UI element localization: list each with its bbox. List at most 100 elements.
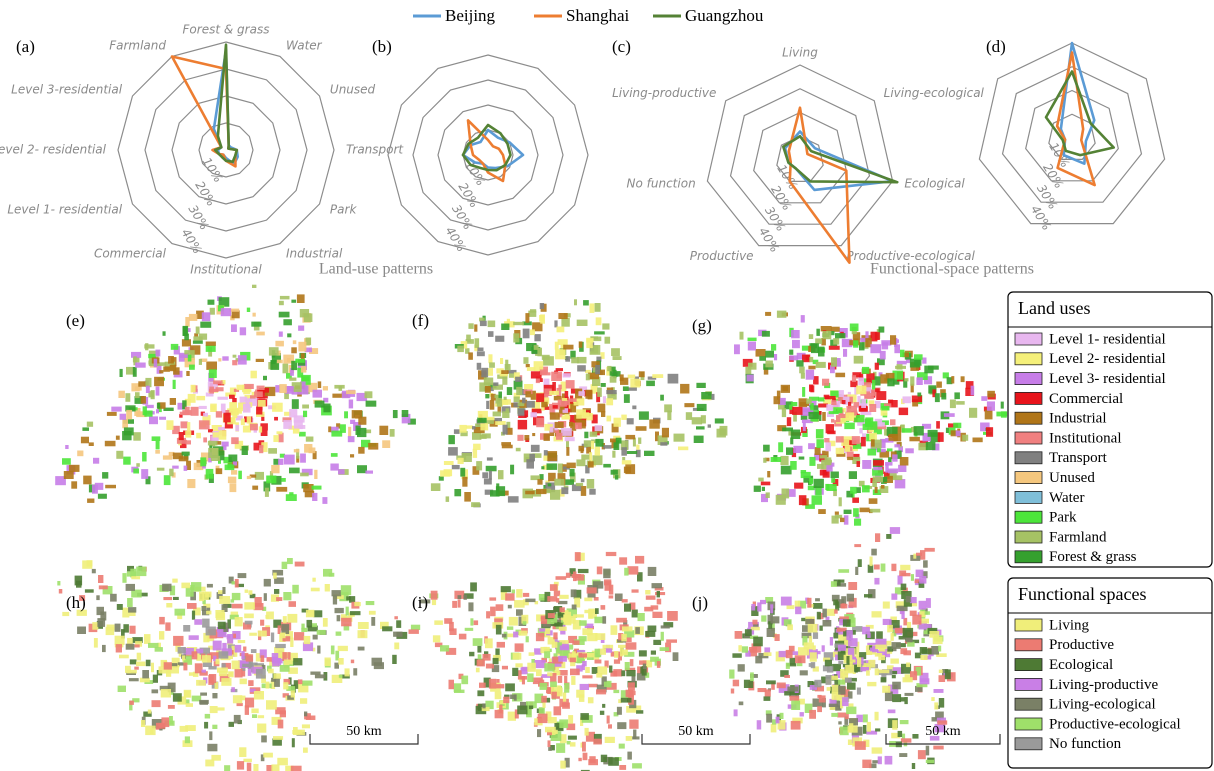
map-patch xyxy=(729,670,734,679)
map-patch xyxy=(813,632,818,639)
map-patch xyxy=(449,680,455,690)
map-patch xyxy=(796,360,803,366)
map-patch xyxy=(206,469,214,479)
map-patch xyxy=(834,609,838,613)
map-patch xyxy=(206,627,216,636)
map-patch xyxy=(461,676,468,685)
map-patch xyxy=(987,401,995,410)
map-patch xyxy=(852,375,856,382)
map-patch xyxy=(876,631,883,639)
map-patch xyxy=(510,695,516,700)
map-patch xyxy=(833,338,839,345)
map-patch xyxy=(916,553,922,556)
map-patch xyxy=(857,688,861,695)
map-patch xyxy=(565,356,570,362)
map-patch xyxy=(584,432,588,439)
map-patch xyxy=(508,712,516,721)
map-patch xyxy=(126,410,132,419)
map-patch xyxy=(596,317,602,325)
map-patch xyxy=(950,400,956,409)
map-patch xyxy=(905,448,914,453)
map-patch xyxy=(202,619,210,628)
map-patch xyxy=(926,598,931,608)
map-patch xyxy=(595,425,603,431)
legend-label: Water xyxy=(1049,490,1084,506)
map-patch xyxy=(96,595,99,600)
map-patch xyxy=(218,358,221,361)
map-patch xyxy=(848,582,857,590)
map-patch xyxy=(203,437,207,442)
map-patch xyxy=(300,473,309,477)
map-patch xyxy=(231,324,237,332)
map-patch xyxy=(906,596,911,602)
map-patch xyxy=(182,655,185,660)
map-patch xyxy=(585,390,592,399)
map-patch xyxy=(892,694,901,702)
map-patch xyxy=(849,723,853,732)
axis-label: Water xyxy=(286,39,323,53)
map-patch xyxy=(273,736,283,740)
map-patch xyxy=(382,440,390,448)
map-patch xyxy=(218,707,225,710)
map-patch xyxy=(636,710,643,714)
map-patch xyxy=(131,576,140,579)
legend-label: Institutional xyxy=(1049,430,1122,446)
map-patch xyxy=(900,457,909,466)
map-patch xyxy=(119,655,129,659)
map-patch xyxy=(575,552,581,561)
caption: Functional-space patterns xyxy=(870,261,1034,278)
map-patch xyxy=(293,340,297,344)
map-patch xyxy=(208,300,215,305)
map-patch xyxy=(701,392,711,399)
map-patch xyxy=(309,448,316,454)
map-patch xyxy=(274,417,278,421)
map-patch xyxy=(871,549,877,556)
map-patch xyxy=(365,391,373,398)
map-patch xyxy=(770,604,773,613)
map-patch xyxy=(239,747,246,757)
map-patch xyxy=(269,347,279,355)
map-patch xyxy=(231,687,235,692)
map-patch xyxy=(818,397,825,401)
map-patch xyxy=(454,683,461,692)
map-patch xyxy=(331,646,335,655)
map-patch xyxy=(839,497,842,506)
map-patch xyxy=(513,333,519,342)
map-patch xyxy=(238,471,242,479)
map-patch xyxy=(793,446,802,453)
map-patch xyxy=(811,662,816,668)
map-patch xyxy=(87,499,94,503)
map-patch xyxy=(784,675,790,678)
map-patch xyxy=(611,625,618,635)
map-patch xyxy=(580,713,589,720)
map-patch xyxy=(283,364,289,374)
map-patch xyxy=(279,384,287,393)
map-patch xyxy=(292,730,302,734)
legend-swatch xyxy=(1015,531,1042,543)
map-patch xyxy=(127,598,133,607)
map-patch xyxy=(120,414,126,420)
map-patch xyxy=(171,344,179,350)
map-patch xyxy=(547,688,551,695)
map-patch xyxy=(627,752,632,760)
map-patch xyxy=(146,386,150,393)
map-patch xyxy=(901,584,907,590)
map-patch xyxy=(503,425,508,435)
map-patch xyxy=(238,640,246,643)
map-patch xyxy=(266,682,270,689)
map-patch xyxy=(62,458,71,465)
map-patch xyxy=(106,627,115,635)
map-patch xyxy=(486,401,489,409)
map-patch xyxy=(809,457,815,466)
map-patch xyxy=(907,642,915,647)
map-patch xyxy=(582,675,592,678)
map-patch xyxy=(792,407,802,415)
map-patch xyxy=(584,598,592,602)
map-patch xyxy=(87,422,93,427)
scale-label: 50 km xyxy=(678,724,714,739)
map-patch xyxy=(134,667,139,670)
map-patch xyxy=(259,426,262,432)
map-patch xyxy=(550,682,557,688)
map-patch xyxy=(478,654,482,659)
map-patch xyxy=(208,448,218,458)
